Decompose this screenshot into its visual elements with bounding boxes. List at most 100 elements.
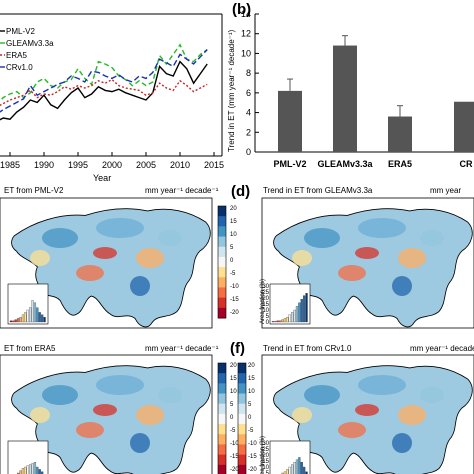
inset-bar xyxy=(305,293,308,323)
colorbar-segment xyxy=(238,413,246,425)
inset-bar xyxy=(298,457,301,474)
panel-b-bar-era5 xyxy=(388,116,412,152)
colorbar-segment xyxy=(218,464,226,474)
inset-bar xyxy=(293,462,296,474)
panel-a-series-pml-v2 xyxy=(0,60,208,121)
inset-bar xyxy=(12,320,15,323)
inset-bar xyxy=(286,317,289,323)
panel-e-inset-histogram xyxy=(7,440,49,474)
colorbar-tick-label: -20 xyxy=(248,467,257,473)
inset-y-tick-label: 25 xyxy=(262,290,269,296)
colorbar-tick-label: -10 xyxy=(230,441,239,447)
inset-bar xyxy=(295,306,299,323)
panel-a-line-chart: 1985 1990 1995 2000 2005 2010 2015 Year PML-V2… xyxy=(0,13,224,183)
map-trend-region xyxy=(304,228,340,248)
colorbar-segment xyxy=(238,464,246,474)
map-trend-region xyxy=(130,433,150,453)
inset-bar xyxy=(19,470,22,474)
inset-bar xyxy=(36,466,39,474)
inset-bar xyxy=(286,469,289,474)
panel-f-letter: (f) xyxy=(230,340,245,357)
colorbar-segment xyxy=(218,383,226,395)
map-trend-region xyxy=(42,228,78,248)
inset-bar xyxy=(274,321,277,323)
colorbar: 20 15 10 5 0 -5 -10 -15 -20 xyxy=(217,362,239,474)
inset-bar xyxy=(38,312,41,323)
colorbar-segment xyxy=(218,206,226,217)
map-trend-region xyxy=(42,385,78,405)
inset-bar xyxy=(283,318,287,323)
map-trend-region xyxy=(136,405,164,425)
panel-d-letter: (d) xyxy=(231,183,250,200)
inset-y-tick-label: 0 xyxy=(266,320,270,326)
map-trend-region xyxy=(158,387,182,403)
map-trend-region xyxy=(158,230,182,246)
colorbar-segment xyxy=(238,434,246,445)
inset-bar xyxy=(271,321,275,323)
colorbar-tick-label: 20 xyxy=(248,363,255,369)
colorbar-segment xyxy=(218,373,226,384)
colorbar-segment xyxy=(218,434,226,445)
colorbar-frame xyxy=(237,362,247,474)
inset-y-tick-label: 15 xyxy=(262,459,269,465)
legend-label: PML-V2 xyxy=(6,27,35,36)
map-trend-region xyxy=(292,407,312,423)
map-trend-region xyxy=(96,375,144,395)
inset-bar xyxy=(21,468,25,474)
panel-b-y-label: Trend in ET (mm year⁻¹ decade⁻¹) xyxy=(227,29,236,152)
map-trend-region xyxy=(130,276,150,296)
panel-a-x-label: Year xyxy=(93,173,111,183)
inset-bar xyxy=(288,466,291,474)
colorbar-segment xyxy=(238,363,246,374)
colorbar-frame xyxy=(217,205,227,319)
colorbar-tick-label: 10 xyxy=(230,232,237,238)
inset-y-tick-label: 5 xyxy=(266,314,270,320)
panel-a-x-tick-label: 1995 xyxy=(68,160,88,170)
inset-bar xyxy=(31,463,34,474)
inset-y-tick-label: 20 xyxy=(262,453,269,459)
map-trend-region xyxy=(338,265,366,281)
map-trend-region xyxy=(392,276,412,296)
inset-bar xyxy=(31,300,34,323)
inset-bar xyxy=(29,307,32,323)
panel-b-category-label: ERA5 xyxy=(388,159,412,169)
colorbar-tick-label: -20 xyxy=(230,467,239,473)
colorbar: 20 15 10 5 0 -5 -10 -15 -20 xyxy=(237,362,257,474)
inset-bar xyxy=(21,314,25,323)
colorbar: 20 15 10 5 0 -5 -10 -15 -20 xyxy=(217,205,239,319)
map-trend-region xyxy=(338,422,366,438)
panel-b-category-label: CR xyxy=(460,159,473,169)
panel-a-legend: PML-V2 GLEAMv3.3a ERA5 CRv1.0 xyxy=(0,27,54,72)
colorbar-segment xyxy=(218,297,226,309)
inset-bar xyxy=(38,469,41,474)
panel-b-letter: (b) xyxy=(232,1,251,18)
colorbar-segment xyxy=(218,226,226,238)
panel-a-x-tick-label: 2000 xyxy=(102,160,122,170)
map-trend-region xyxy=(392,433,412,453)
inset-bar xyxy=(24,466,27,474)
colorbar-tick-label: -15 xyxy=(248,454,257,460)
panel-b-y-tick-label: 14 xyxy=(241,9,251,19)
panel-b-y-tick-label: 12 xyxy=(241,29,251,39)
map-trend-region xyxy=(398,405,426,425)
inset-bar xyxy=(300,462,303,474)
inset-bar xyxy=(303,295,306,323)
inset-bar xyxy=(276,320,279,323)
panel-d-units: mm year xyxy=(430,186,461,195)
panel-c-inset-histogram xyxy=(7,283,49,325)
colorbar-segment xyxy=(218,403,226,415)
panel-c-map: 20 15 10 5 0 -5 -10 -15 -20 xyxy=(0,197,239,329)
panel-b-y-tick-label: 6 xyxy=(246,88,251,98)
colorbar-segment xyxy=(218,277,226,288)
inset-bar xyxy=(281,319,284,323)
inset-bar xyxy=(14,319,17,323)
panel-b-y-tick-label: 0 xyxy=(246,147,251,157)
inset-bar xyxy=(36,307,39,323)
colorbar-tick-label: 0 xyxy=(248,415,252,421)
colorbar-segment xyxy=(218,267,226,278)
inset-y-tick-label: 5 xyxy=(266,471,270,474)
map-trend-region xyxy=(76,265,104,281)
